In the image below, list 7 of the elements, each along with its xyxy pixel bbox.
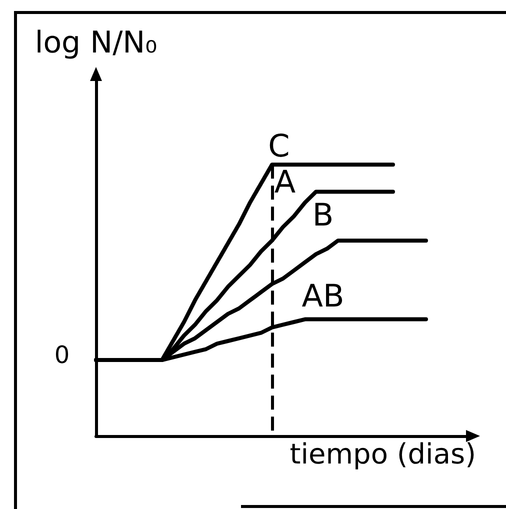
y-axis-title: log N/N₀ <box>34 26 158 60</box>
series-label: C <box>268 128 290 165</box>
x-axis-title: tiempo (dias) <box>290 438 476 470</box>
series-label: A <box>274 164 296 201</box>
series-label: B <box>312 198 334 234</box>
text: 0 <box>54 341 70 369</box>
series-label: AB <box>302 278 344 314</box>
